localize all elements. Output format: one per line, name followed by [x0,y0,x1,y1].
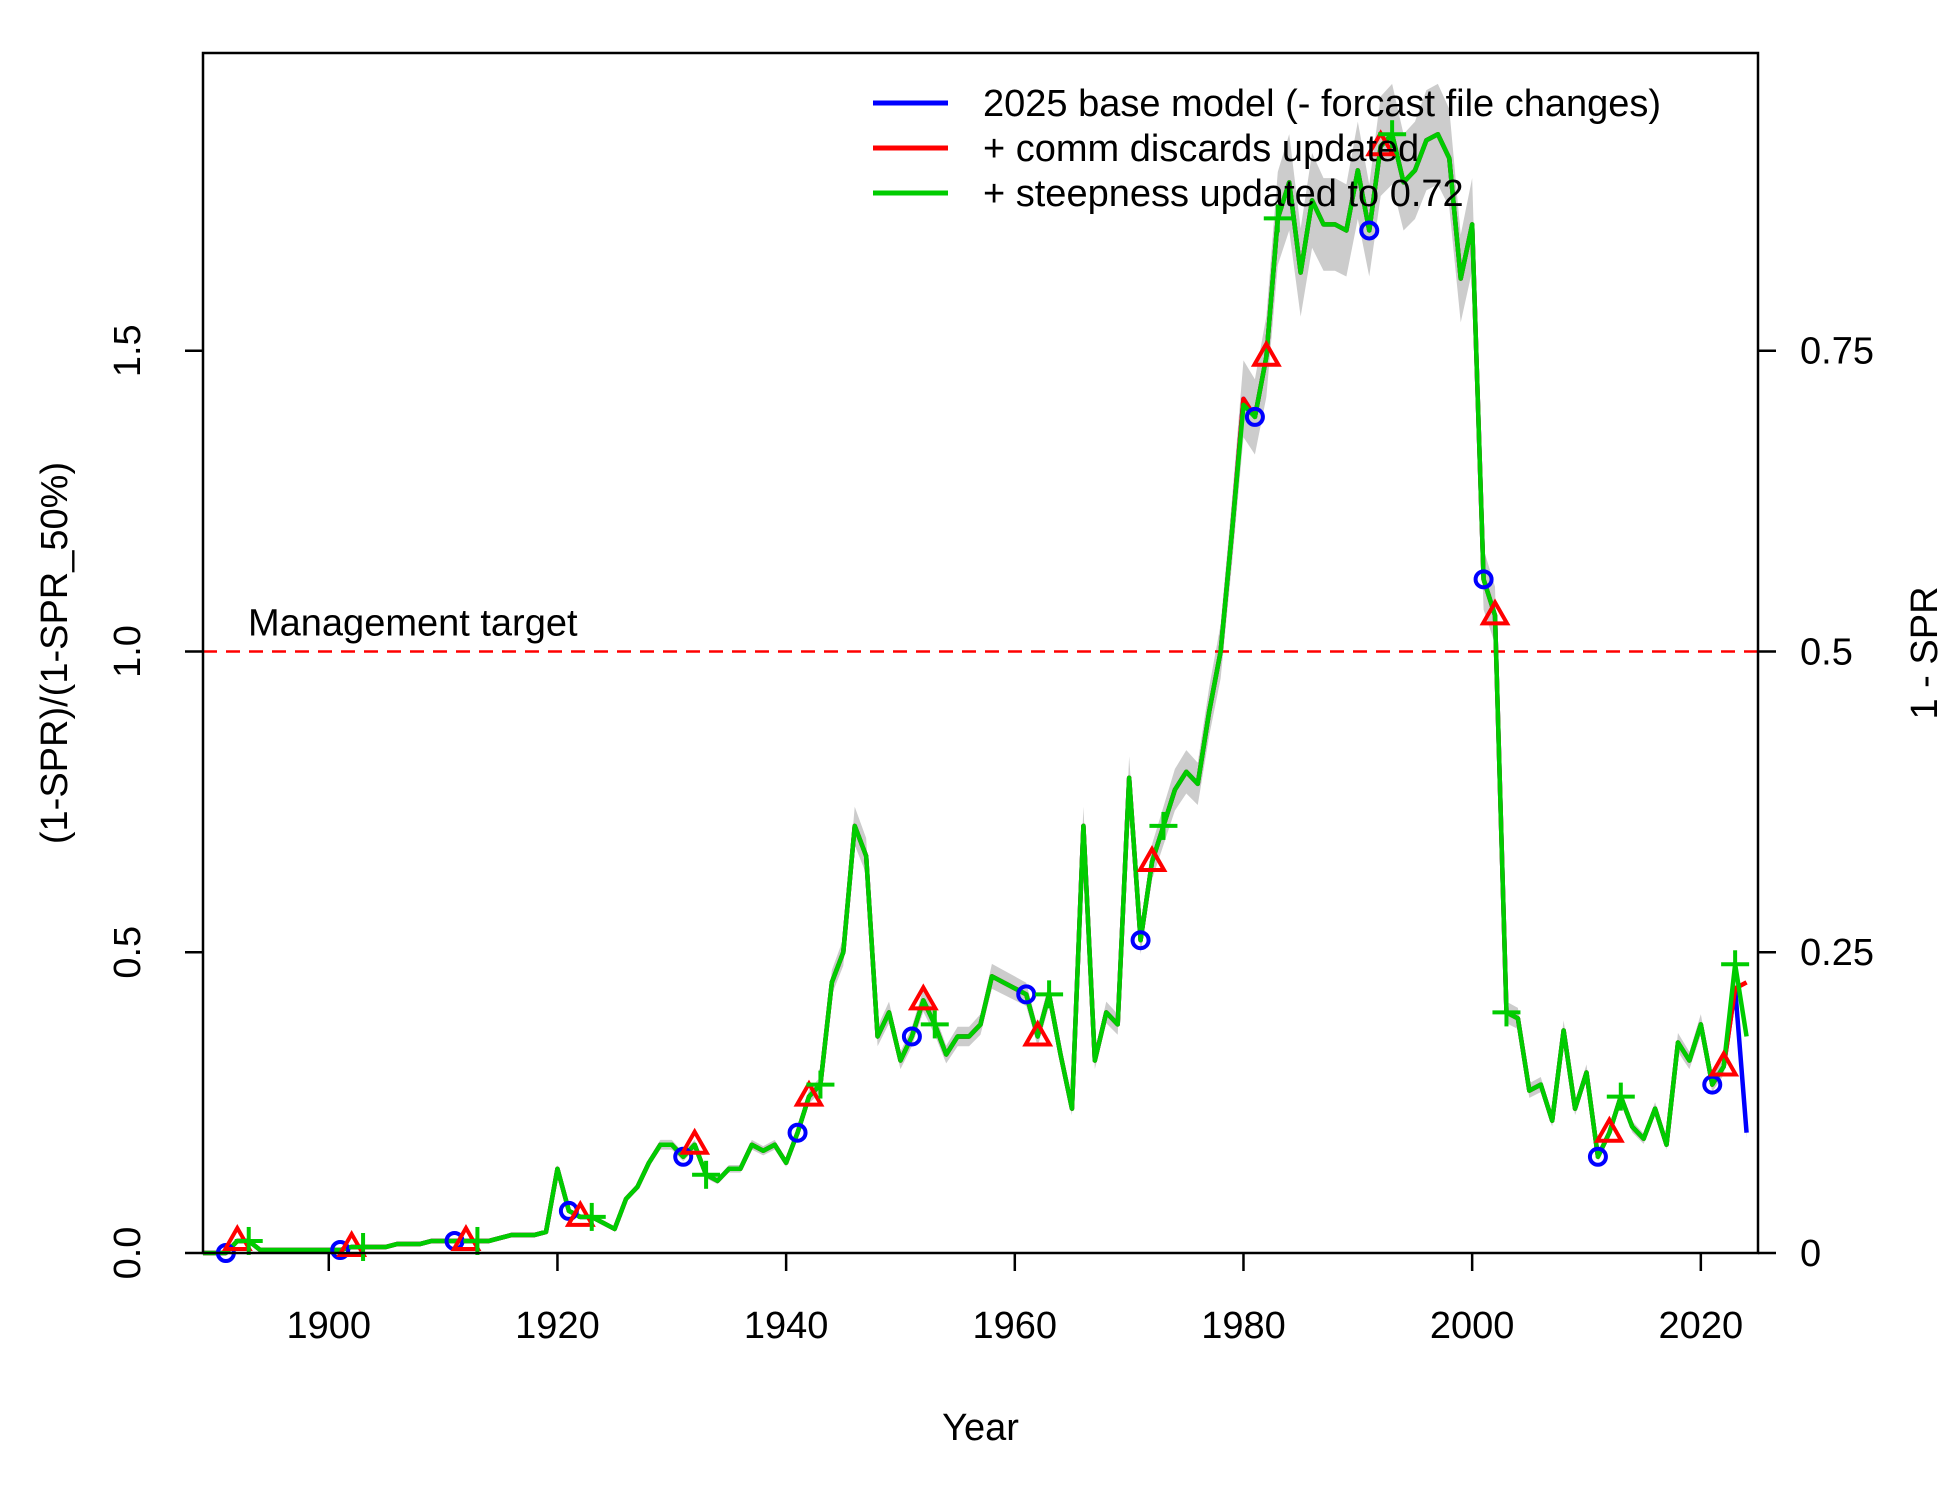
y2-axis-title: 1 - SPR [1904,586,1946,719]
series-2-marker [1708,1049,1740,1077]
series-2-marker [221,1223,253,1251]
series-3-marker [463,1226,492,1255]
x-axis-title: Year [942,1407,1019,1449]
x-tick-label: 1980 [1201,1305,1286,1347]
series-1-marker [330,1239,351,1260]
series-2-marker [336,1229,368,1257]
series-3-marker [1492,998,1521,1027]
series-2-marker [1479,598,1511,626]
series-1-marker [1587,1146,1608,1167]
series-2-marker [1365,129,1397,157]
x-tick-label: 2020 [1659,1305,1744,1347]
legend: 2025 base model (- forcast file changes)… [873,83,1661,215]
series-3-marker [349,1232,378,1261]
series-1-marker [1130,930,1151,951]
series-2-marker [450,1223,482,1251]
series-3-marker [806,1070,835,1099]
y2-tick-label: 0.5 [1800,631,1853,673]
series-3-marker [1149,811,1178,840]
plot-frame [201,51,1760,1255]
series-2-marker [907,983,939,1011]
series-1-marker [1244,406,1265,427]
series-3-marker [1606,1082,1635,1111]
series-line-3 [203,131,1749,1256]
series-2-marker [793,1079,825,1107]
series-2-marker [1593,1115,1625,1143]
y-tick-label: 0.0 [107,1227,149,1280]
series-3-marker [1378,120,1407,149]
series-2-marker [564,1199,596,1227]
series-2-marker [1136,844,1168,873]
series-3-marker [577,1202,606,1231]
uncertainty-band [203,83,1747,1253]
series-2-marker [1250,339,1282,367]
legend-label-1: 2025 base model (- forcast file changes) [983,83,1661,125]
x-tick-label: 1940 [744,1305,829,1347]
series-3-marker [1721,950,1750,979]
x-tick-label: 1920 [515,1305,600,1347]
y-tick-label: 1.0 [107,625,149,678]
y2-tick-label: 0.25 [1800,932,1874,974]
series-3-marker [1035,980,1064,1009]
series-line-2 [203,131,1748,1256]
series-2-marker [1022,1019,1054,1047]
y-axis-title: (1-SPR)/(1-SPR_50%) [34,462,76,844]
series-1-marker [901,1026,922,1047]
x-tick-label: 1960 [973,1305,1058,1347]
y-tick-label: 1.5 [107,324,149,377]
series-1-marker [787,1122,808,1143]
series-1-marker [1359,220,1380,241]
series-3-marker [920,1010,949,1039]
series-line-1 [203,131,1749,1256]
x-tick-label: 1900 [286,1305,371,1347]
y-tick-label: 0.5 [107,926,149,979]
reference-line-label: Management target [248,602,578,644]
y2-tick-label: 0.75 [1800,331,1874,373]
plot-area [203,83,1758,1263]
series-1-marker [1016,984,1037,1005]
y2-tick-label: 0 [1800,1233,1821,1275]
legend-label-3: + steepness updated to 0.72 [983,173,1464,215]
x-tick-label: 2000 [1430,1305,1515,1347]
legend-label-2: + comm discards updated [983,128,1419,170]
series-1-marker [1702,1074,1723,1095]
series-3-marker [692,1160,721,1189]
series-3-marker [234,1226,263,1255]
series-3-marker [1263,204,1292,233]
series-1-marker [1473,569,1494,590]
series-2-marker [679,1127,711,1155]
axes: 1900 1920 1940 1960 1980 2000 2020 0.0 0.5 1.0 1.5… [107,324,1874,1347]
